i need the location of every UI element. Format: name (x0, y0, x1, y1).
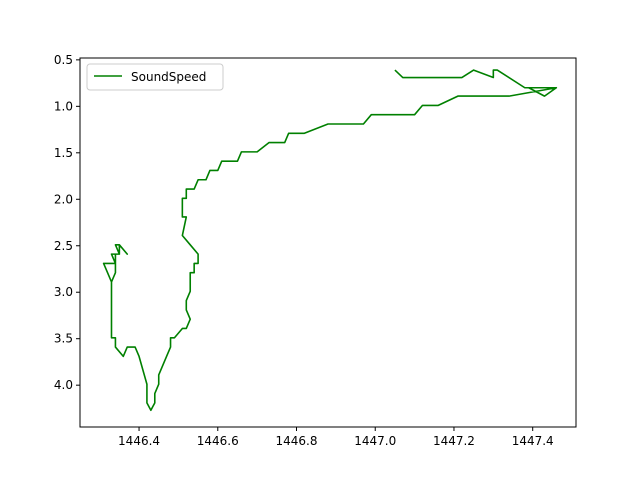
x-tick-label: 1447.4 (512, 434, 554, 448)
legend-box (86, 63, 224, 91)
series-line-soundspeed (102, 69, 558, 412)
y-tick-label: 2.0 (54, 192, 73, 206)
x-tick-label: 1447.0 (354, 434, 396, 448)
y-tick-label: 3.5 (54, 332, 73, 346)
y-axis-ticks: 0.5 1.0 1.5 2.0 2.5 3.0 3.5 4.0 (54, 53, 80, 392)
x-axis-ticks: 1446.4 1446.6 1446.8 1447.0 1447.2 1447.4 (118, 427, 554, 448)
x-tick-label: 1446.6 (197, 434, 239, 448)
x-tick-label: 1446.4 (118, 434, 160, 448)
x-tick-label: 1447.2 (433, 434, 475, 448)
legend-label-soundspeed: SoundSpeed (131, 70, 206, 84)
y-tick-label: 2.5 (54, 239, 73, 253)
plot-frame (79, 57, 577, 428)
y-tick-label: 4.0 (54, 378, 73, 392)
series-layer (102, 69, 558, 412)
y-tick-label: 1.0 (54, 99, 73, 113)
legend: SoundSpeed (86, 63, 224, 91)
x-tick-label: 1446.8 (276, 434, 318, 448)
y-tick-label: 0.5 (54, 53, 73, 67)
plot-area (80, 58, 576, 427)
y-tick-label: 3.0 (54, 285, 73, 299)
y-tick-label: 1.5 (54, 146, 73, 160)
